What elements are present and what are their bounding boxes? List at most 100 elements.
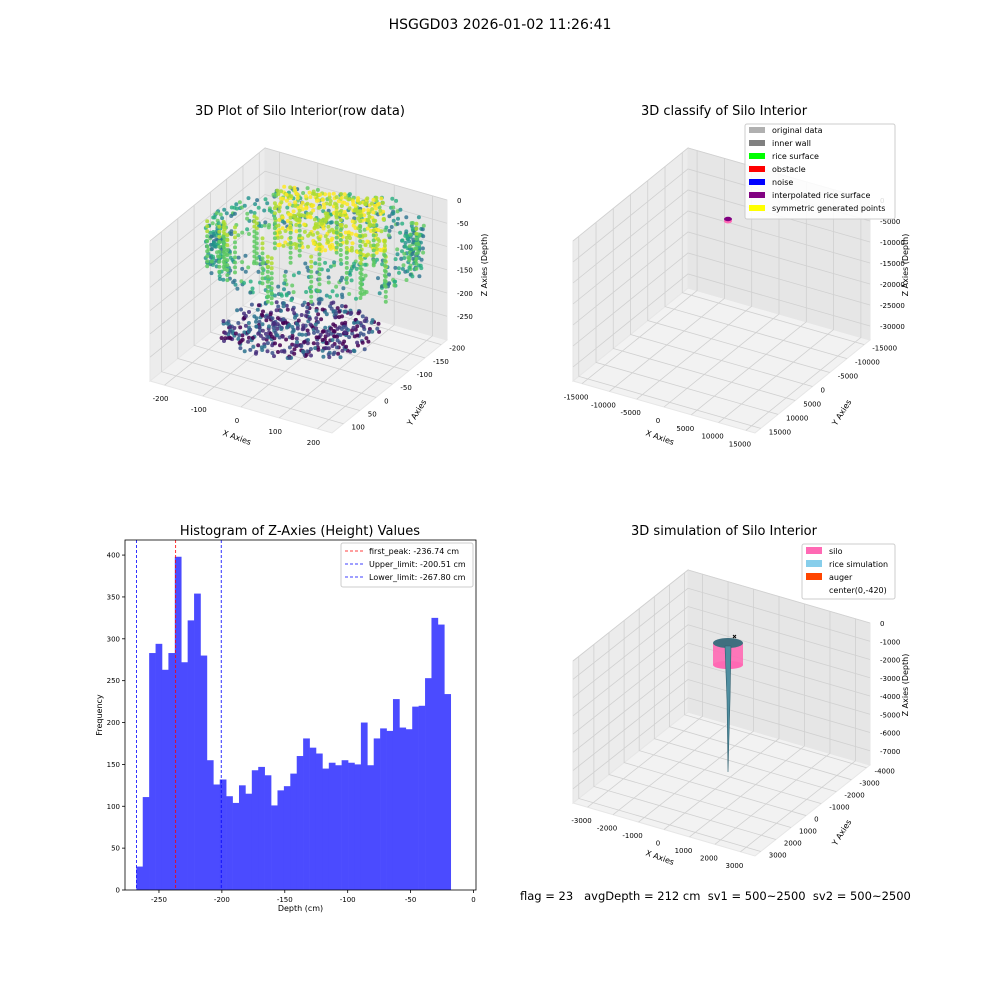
p1-point <box>358 271 363 275</box>
p1-point <box>300 200 305 205</box>
p1-point <box>358 281 363 285</box>
p3-bar <box>315 753 323 890</box>
p1-point <box>267 208 272 213</box>
p1-point <box>332 260 337 265</box>
p1-point <box>382 238 387 243</box>
p1-point <box>275 188 280 193</box>
p1-point <box>344 260 349 265</box>
p1-point <box>326 240 331 245</box>
p4-y-gridline <box>578 656 761 852</box>
p1-point <box>307 214 312 219</box>
p1-point <box>260 246 265 251</box>
p3-x-axis-label: Depth (cm) <box>278 904 323 913</box>
p1-point <box>302 229 307 234</box>
p1-point <box>316 347 321 352</box>
p1-point <box>217 224 222 229</box>
p3-x-tick-label: -100 <box>340 896 356 904</box>
p1-point <box>333 201 338 206</box>
p1-point <box>361 324 366 329</box>
p1-point <box>317 237 322 242</box>
p1-point <box>221 277 226 282</box>
p2-x-tick-label: -10000 <box>591 401 616 409</box>
p1-point <box>279 200 284 205</box>
p1-point <box>331 229 336 234</box>
p2-y-gridline <box>664 166 848 359</box>
p3-bar <box>245 793 253 890</box>
p4-legend-swatch <box>806 560 822 567</box>
p1-point <box>313 346 318 351</box>
p1-point <box>367 214 372 219</box>
p1-point <box>269 271 274 276</box>
p3-bar <box>431 617 439 890</box>
p1-point <box>376 276 380 281</box>
p1-point <box>393 279 398 284</box>
p1-point <box>282 281 287 286</box>
p1-point <box>320 307 325 312</box>
p1-point <box>265 201 270 206</box>
p1-point <box>283 320 288 325</box>
p1-point <box>248 290 253 295</box>
p1-point <box>246 339 251 344</box>
p1-point <box>366 330 371 335</box>
p1-point <box>240 333 245 338</box>
p1-point <box>297 243 302 248</box>
p1-point <box>287 212 292 217</box>
p1-point <box>335 338 340 343</box>
p3-bar <box>187 620 195 890</box>
p4-y-tick-label: -4000 <box>875 768 895 776</box>
p1-point <box>290 342 295 347</box>
p1-point <box>347 206 352 211</box>
p1-point <box>301 191 306 195</box>
p1-point <box>297 233 302 238</box>
p1-point <box>263 331 268 336</box>
p1-point <box>382 278 387 283</box>
p3-y-tick-label: 100 <box>107 803 120 811</box>
p1-point <box>297 213 302 218</box>
p1-point <box>254 236 259 241</box>
p1-point <box>212 240 216 245</box>
p2-x-tick-label: -5000 <box>621 409 641 417</box>
p1-point <box>217 244 222 249</box>
p1-point <box>205 244 210 249</box>
p1-point <box>323 234 328 239</box>
p3-bar <box>181 662 188 890</box>
p1-point <box>358 209 363 214</box>
p1-point <box>283 269 288 274</box>
p1-point <box>344 245 349 250</box>
p3-legend-label: Upper_limit: -200.51 cm <box>369 560 466 569</box>
p1-point <box>229 232 234 237</box>
p1-point <box>231 280 236 285</box>
p1-point <box>330 344 335 348</box>
p1-point <box>232 326 237 330</box>
p1-point <box>245 211 250 216</box>
p1-point <box>283 240 288 245</box>
p1-point <box>233 245 237 250</box>
p1-point <box>322 205 327 210</box>
p1-point <box>314 326 319 331</box>
p1-point <box>272 226 277 231</box>
p1-point <box>343 195 348 200</box>
p1-point <box>315 187 320 192</box>
p1-point <box>236 336 241 341</box>
p1-point <box>265 299 270 304</box>
p2-y-tick-label: -10000 <box>855 359 880 367</box>
p1-point <box>225 238 230 243</box>
p1-point <box>344 275 349 280</box>
p1-point <box>414 251 419 256</box>
p1-z-gridline <box>149 170 448 265</box>
p1-point <box>358 214 363 219</box>
p1-point <box>396 216 400 221</box>
p1-point <box>338 258 343 262</box>
p2-x-tick-label: -15000 <box>564 394 589 402</box>
p1-point <box>261 309 265 314</box>
p3-y-tick-label: 350 <box>107 593 120 601</box>
p1-point <box>387 272 391 277</box>
p1-point <box>334 245 339 250</box>
p1-point <box>400 221 405 226</box>
p1-point <box>354 296 358 301</box>
p3-y-tick-label: 250 <box>107 677 120 685</box>
p2-z-gridline <box>572 231 871 326</box>
p2-z-tick-label: -20000 <box>880 281 905 289</box>
panel-classify-3d: -15000-10000-5000050001000015000-15000-1… <box>564 123 910 448</box>
p1-point <box>321 202 326 207</box>
